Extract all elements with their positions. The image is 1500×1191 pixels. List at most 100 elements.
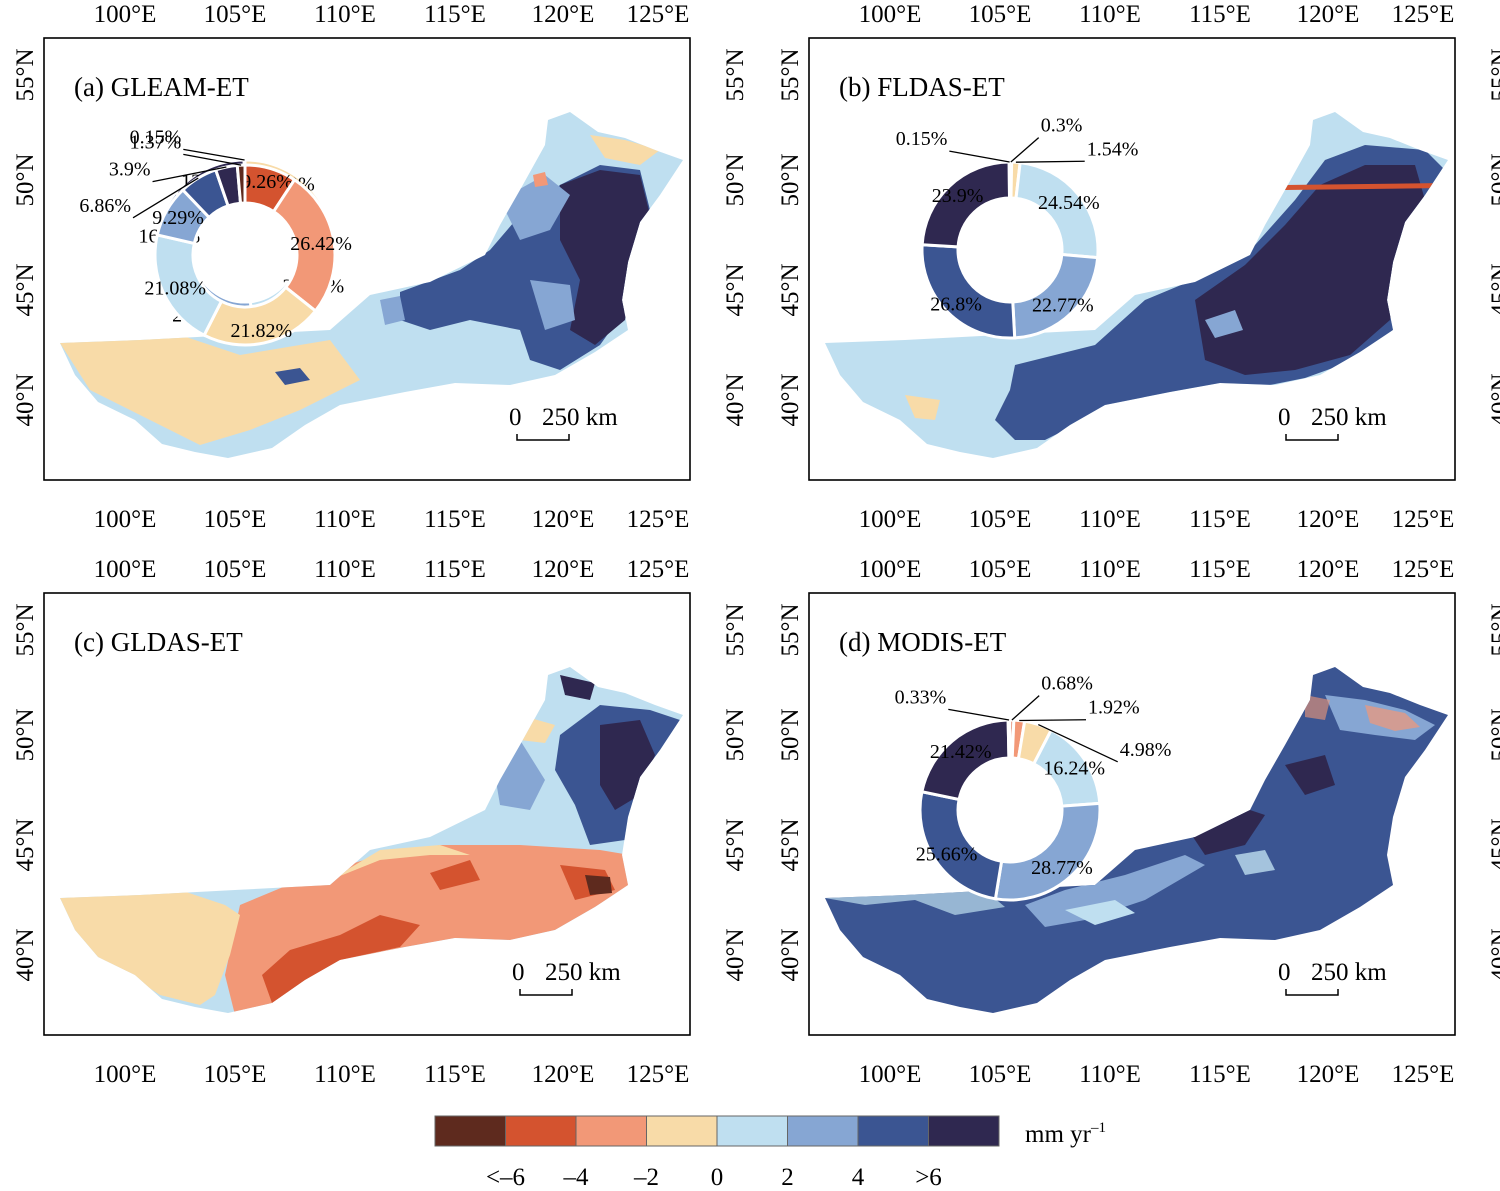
slice-label: 22.77% [1032,295,1094,317]
latitude-label: 40°N [12,373,39,426]
longitude-label: 105°E [969,1061,1032,1088]
longitude-label: 110°E [1079,1,1141,28]
scale-bar-line [516,434,570,441]
leader-line [1010,137,1040,163]
legend-swatches [434,1115,1000,1147]
latitude-label: 50°N [777,153,804,206]
slice-label: 21.42% [930,741,992,763]
longitude-label: 115°E [1189,556,1251,583]
longitude-label: 100°E [859,556,922,583]
latitude-label: 45°N [1487,263,1500,316]
latitude-label: 45°N [12,818,39,871]
longitude-label: 120°E [1297,1061,1360,1088]
latitude-label: 50°N [1487,708,1500,761]
legend-tick-label: >6 [915,1164,942,1191]
longitude-label: 100°E [859,506,922,533]
scale-bar-line [1285,434,1339,441]
legend-swatch [787,1115,859,1147]
longitude-label: 125°E [627,556,690,583]
longitude-label: 125°E [627,1061,690,1088]
leader-line [949,150,1010,163]
latitude-label: 40°N [722,373,749,426]
legend-tick-label: 2 [781,1164,794,1191]
legend-swatch [505,1115,577,1147]
longitude-label: 110°E [314,556,376,583]
slice-label: 26.42% [290,233,352,255]
longitude-label: 115°E [1189,1,1251,28]
longitude-label: 125°E [1392,506,1455,533]
donut-slice [920,243,1017,340]
longitude-label: 105°E [204,506,267,533]
longitude-label: 100°E [859,1061,922,1088]
donut-slice [993,801,1102,902]
scale-zero-label: 0 [1278,404,1291,431]
scale-bar-line [519,989,573,996]
scale-distance-label: 250 km [1311,404,1387,431]
graticule-labels: 100°E 100°E 105°E 105°E 110°E 110°E 115°E 115°E… [12,1,1500,1088]
leader-line [1015,160,1085,163]
longitude-label: 115°E [424,556,486,583]
latitude-label: 40°N [1487,373,1500,426]
slice-label: 1.54% [1087,138,1139,160]
longitude-label: 100°E [859,1,922,28]
longitude-label: 105°E [969,1,1032,28]
latitude-label: 50°N [12,153,39,206]
leader-line [948,708,1010,721]
scale-zero-label: 0 [512,959,525,986]
slice-label: 6.86% [79,195,131,217]
leader-line [1011,695,1040,721]
latitude-label: 40°N [777,373,804,426]
panel-title: (b) FLDAS-ET [839,72,1005,102]
latitude-label: 50°N [12,708,39,761]
longitude-label: 105°E [969,506,1032,533]
panel-title: (c) GLDAS-ET [74,627,243,657]
longitude-label: 125°E [1392,556,1455,583]
longitude-label: 125°E [627,1,690,28]
scale-bar: 0 250 km [1278,959,1387,996]
longitude-label: 120°E [532,1061,595,1088]
latitude-label: 45°N [722,263,749,316]
longitude-label: 100°E [94,1061,157,1088]
longitude-label: 105°E [204,556,267,583]
latitude-label: 45°N [777,263,804,316]
latitude-label: 55°N [12,603,39,656]
legend-swatch [575,1115,647,1147]
scale-zero-label: 0 [1278,959,1291,986]
latitude-label: 40°N [722,928,749,981]
map-frame [808,37,1456,481]
longitude-label: 125°E [1392,1061,1455,1088]
longitude-label: 120°E [532,1,595,28]
longitude-label: 110°E [1079,506,1141,533]
longitude-label: 120°E [1297,506,1360,533]
longitude-label: 100°E [94,556,157,583]
longitude-label: 125°E [627,506,690,533]
latitude-label: 55°N [1487,603,1500,656]
slice-label: 0.3% [1041,115,1083,137]
longitude-label: 120°E [1297,556,1360,583]
panel-title: (a) GLEAM-ET [74,72,249,102]
leader-line [183,153,242,166]
slice-label: 0.33% [895,686,947,708]
latitude-label: 55°N [722,603,749,656]
leader-line [1019,719,1087,722]
latitude-label: 40°N [1487,928,1500,981]
longitude-label: 105°E [204,1,267,28]
latitude-label: 50°N [722,708,749,761]
slice-label: 3.9% [109,159,151,181]
percentage-donut: 16.24% 28.77% 25.66% 21.42% 0.68%1.92% 4.98% 0… [895,673,1171,902]
slice-label: 1.37% [130,131,182,153]
scale-zero-label: 0 [509,404,522,431]
legend-swatch [716,1115,788,1147]
leader-line [132,177,199,219]
longitude-label: 115°E [424,506,486,533]
map-frame [43,592,691,1036]
slice-label: 9.29% [152,207,204,229]
donut-slice [1007,160,1012,200]
scale-bar-line [1285,989,1339,996]
latitude-label: 45°N [722,818,749,871]
latitude-label: 55°N [12,48,39,101]
latitude-label: 40°N [12,928,39,981]
latitude-label: 50°N [722,153,749,206]
latitude-label: 45°N [12,263,39,316]
